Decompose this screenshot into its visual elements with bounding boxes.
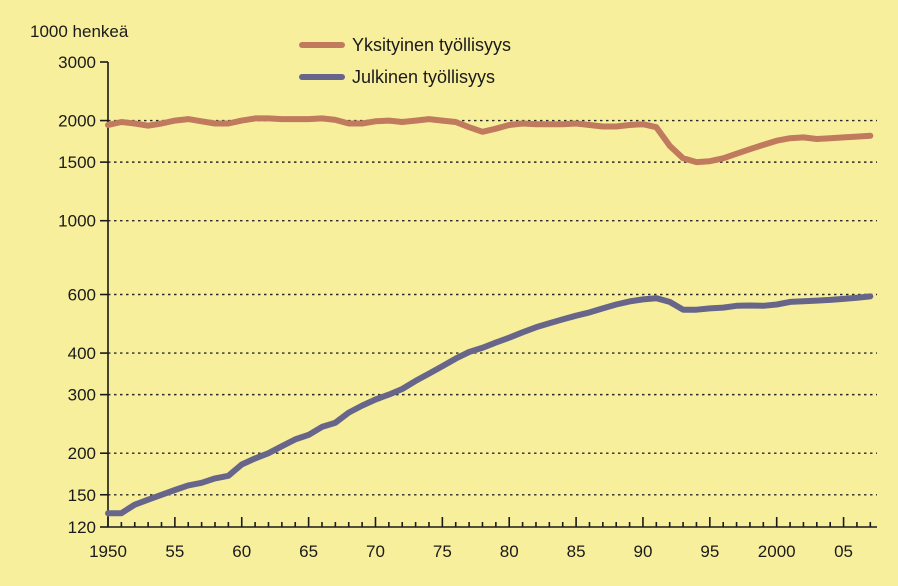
y-tick-label-400: 400 (68, 344, 96, 363)
legend: Yksityinen työllisyys Julkinen työllisyys (299, 35, 511, 87)
series-layer (105, 115, 874, 517)
x-tick-label-1960: 60 (232, 542, 251, 561)
y-tick-label-2000: 2000 (58, 112, 96, 131)
x-tick-label-1965: 65 (299, 542, 318, 561)
y-tick-label-1000: 1000 (58, 212, 96, 231)
y-tick-label-200: 200 (68, 444, 96, 463)
y-tick-label-600: 600 (68, 286, 96, 305)
x-tick-label-1950: 1950 (89, 542, 127, 561)
x-tick-label-1995: 95 (700, 542, 719, 561)
legend-label-1: Yksityinen työllisyys (352, 35, 511, 55)
x-tick-label-1980: 80 (500, 542, 519, 561)
series-line-2 (105, 293, 874, 517)
y-tick-label-1500: 1500 (58, 153, 96, 172)
x-tick-label-1970: 70 (366, 542, 385, 561)
x-tick-label-1955: 55 (165, 542, 184, 561)
axis-layer: 120 150 200 300 400 600 1000 1500 2000 3000 1950 55… (58, 53, 877, 561)
y-tick-label-120: 120 (68, 518, 96, 537)
grid-layer (108, 119, 877, 496)
legend-label-2: Julkinen työllisyys (352, 67, 495, 87)
series-line-1 (105, 115, 874, 166)
y-tick-label-150: 150 (68, 486, 96, 505)
x-tick-label-1990: 90 (633, 542, 652, 561)
x-tick-label-2005: 05 (834, 542, 853, 561)
x-tick-label-1985: 85 (567, 542, 586, 561)
y-tick-label-3000: 3000 (58, 53, 96, 72)
x-tick-label-1975: 75 (433, 542, 452, 561)
y-tick-label-300: 300 (68, 386, 96, 405)
y-axis-title: 1000 henkeä (30, 22, 129, 41)
x-tick-label-2000: 2000 (758, 542, 796, 561)
